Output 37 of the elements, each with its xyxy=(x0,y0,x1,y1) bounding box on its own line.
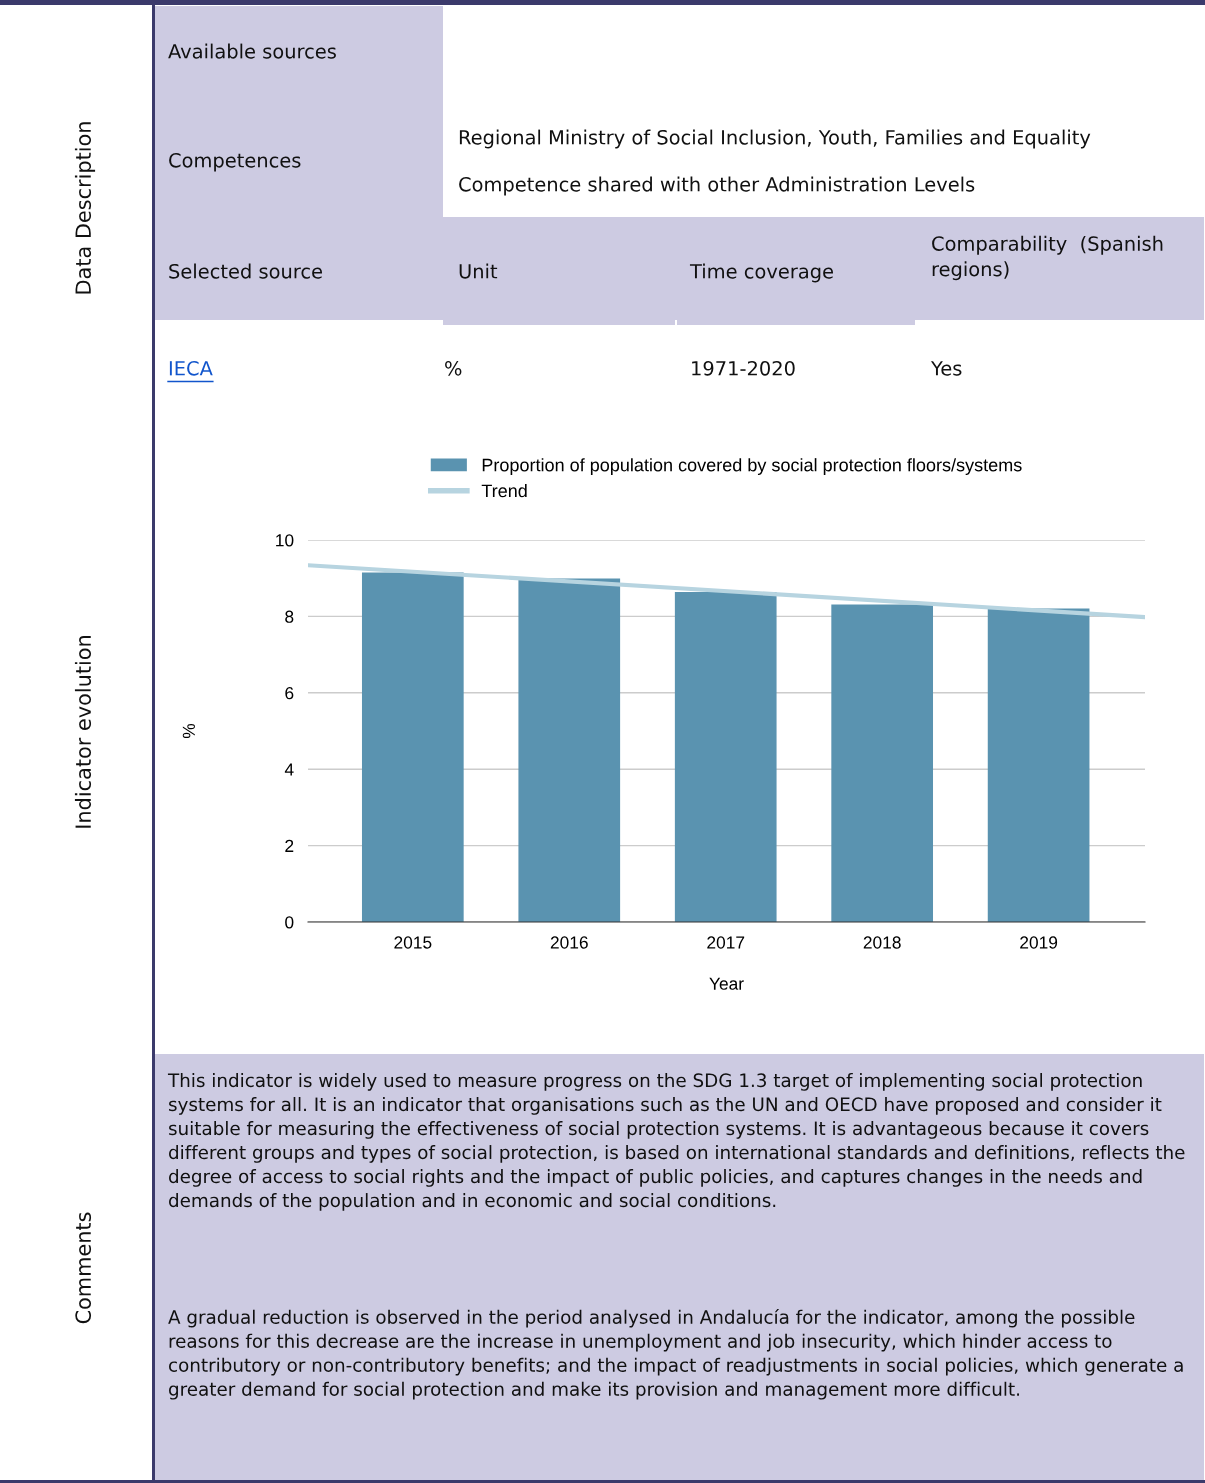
text: % xyxy=(445,360,462,376)
x-tick-label: 2018 xyxy=(863,936,901,949)
x-axis-title: Year xyxy=(709,977,744,990)
text: 1971-2020 xyxy=(692,360,795,376)
y-tick-label: 8 xyxy=(285,610,294,623)
y-tick-label: 6 xyxy=(285,686,294,700)
text: Comments xyxy=(75,1212,92,1324)
x-tick-label: 2019 xyxy=(1020,936,1058,949)
text: Competence shared with other Administration Levels xyxy=(459,176,975,196)
bar xyxy=(361,572,464,922)
text: Time coverage xyxy=(689,263,833,283)
y-axis-title: % xyxy=(182,723,195,739)
y-tick-label: 0 xyxy=(285,916,294,929)
text: Selected source xyxy=(169,263,322,279)
text: IECA xyxy=(169,360,213,376)
bar xyxy=(831,604,934,922)
y-tick-label: 2 xyxy=(285,839,294,852)
x-tick-label: 2016 xyxy=(550,936,588,949)
text: Indicator evolution xyxy=(74,636,92,828)
bar xyxy=(987,608,1090,922)
x-tick-label: 2015 xyxy=(394,936,432,949)
y-tick-label: 4 xyxy=(284,763,294,776)
x-tick-label: 2017 xyxy=(707,936,745,949)
y-tick-label: 10 xyxy=(276,534,294,547)
text: Unit xyxy=(459,263,498,279)
text: Available sources xyxy=(168,43,336,59)
text: Competences xyxy=(169,152,301,172)
bar xyxy=(518,578,621,922)
bar xyxy=(674,591,777,922)
legend-label: Proportion of population covered by social protection floors/systems xyxy=(482,458,1022,475)
text: A gradual reduction is observed in the period analysed in Andalucía for the indicator, among the possible reasons for this decrease are the increase in unemployment and job insecurity, which hinder access to contributory or non-contributory benefits; and the impact of readjustments in social policies, which generate a greater demand for social protection and make its provision and management more difficult. xyxy=(168,1309,1183,1400)
text: Data Description xyxy=(74,122,96,294)
text: Comparability (Spanish regions) xyxy=(932,235,1163,281)
text: Yes xyxy=(930,361,962,376)
legend-label: Trend xyxy=(481,484,527,498)
text: This indicator is widely used to measure progress on the SDG 1.3 target of implementing social protection systems for all. It is an indicator that organisations such as the UN and OECD have proposed and consider it suitable for measuring the effectiveness of social protection systems. It is advantageous because it covers different groups and types of social protection, is based on international standards and definitions, reflects the degree of access to social rights and the impact of public policies, and captures changes in the needs and demands of the population and in economic and social conditions. xyxy=(167,1073,1185,1211)
text: Regional Ministry of Social Inclusion, Youth, Families and Equality xyxy=(459,129,1091,149)
